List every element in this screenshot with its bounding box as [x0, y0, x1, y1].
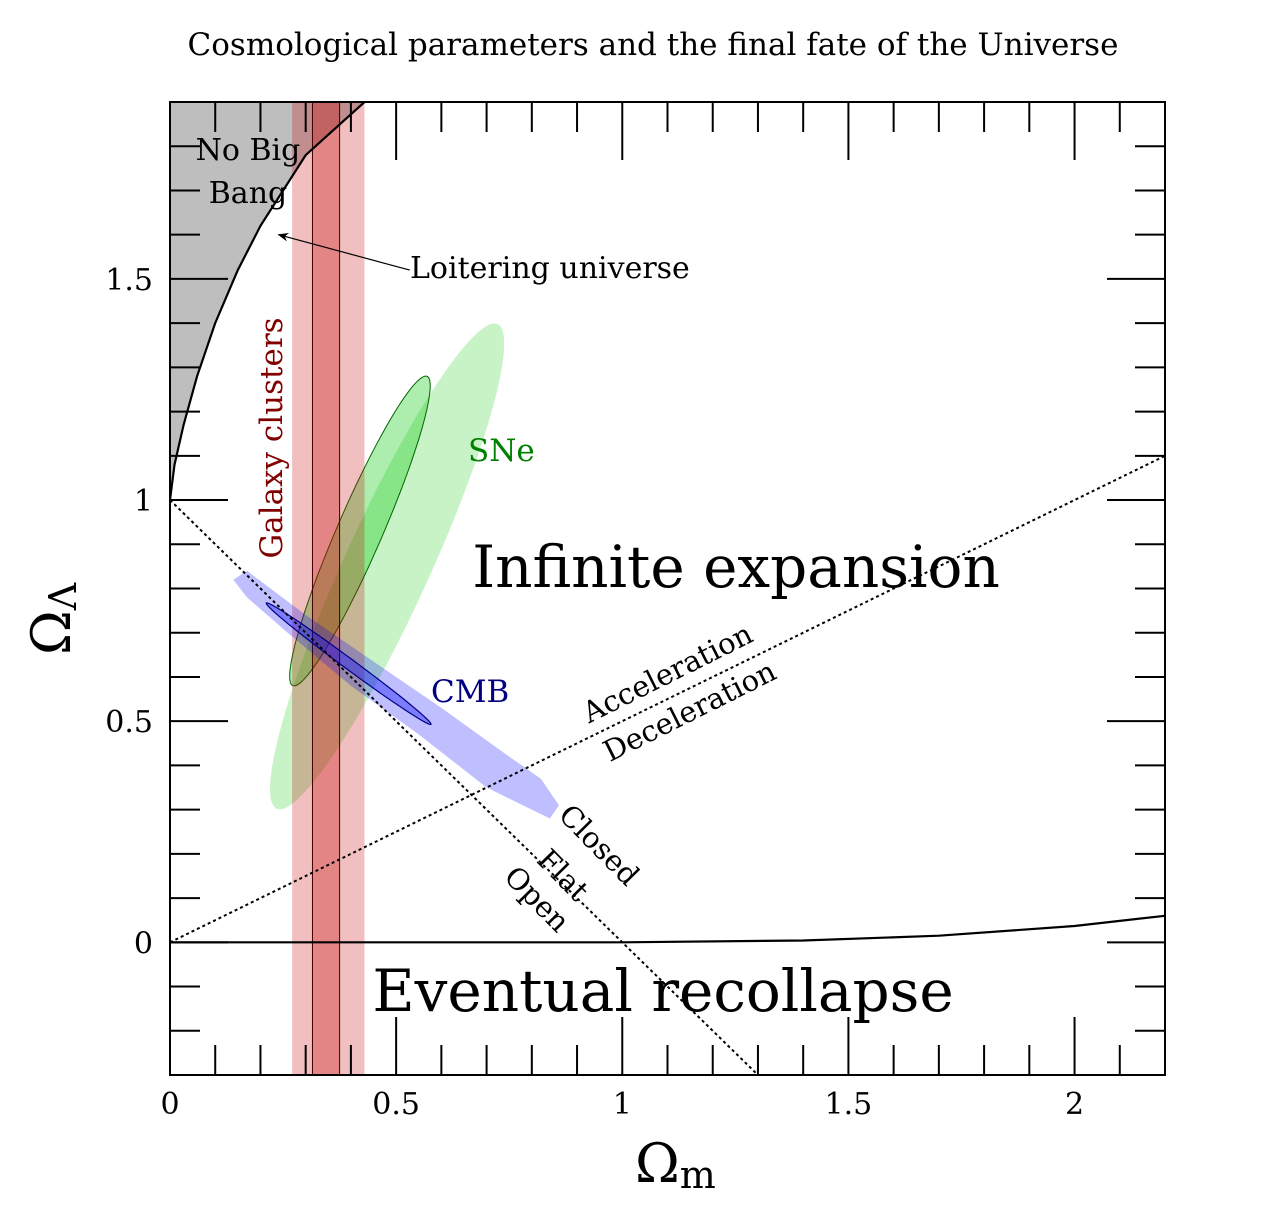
sne-label: SNe [468, 433, 535, 469]
y-axis-subscript: Λ [41, 582, 85, 611]
y-tick-label: 1 [134, 484, 153, 519]
x-axis-symbol: Ω [635, 1132, 680, 1195]
sne-inner-contour [289, 375, 431, 687]
loitering-arrow [277, 233, 410, 271]
no-big-bang-boundary [170, 102, 366, 501]
sne-outer-contour [269, 323, 505, 810]
galaxy-clusters-outer-band [292, 102, 365, 1075]
flat-universe-line [170, 499, 759, 1075]
x-axis-label: Ωm [635, 1132, 716, 1197]
y-axis-symbol: Ω [20, 610, 83, 655]
galaxy-clusters-label: Galaxy clusters [254, 317, 290, 558]
y-tick-label: 0 [134, 926, 153, 961]
chart-title: Cosmological parameters and the final fa… [188, 27, 1119, 63]
x-tick-label: 2 [1065, 1087, 1084, 1122]
x-tick-label: 0 [160, 1087, 179, 1122]
x-tick-label: 1 [613, 1087, 632, 1122]
no-big-bang-label-line-1: No Big [196, 133, 301, 168]
y-tick-label: 1.5 [105, 263, 153, 298]
no-big-bang-label-line-2: Bang [209, 176, 287, 211]
x-tick-label: 1.5 [825, 1087, 873, 1122]
galaxy-clusters-inner-band [312, 102, 340, 1075]
eventual-recollapse-label: Eventual recollapse [372, 957, 953, 1025]
cmb-label: CMB [431, 674, 509, 710]
y-tick-label: 0.5 [105, 705, 153, 740]
acceleration-line [170, 454, 1165, 944]
cmb-inner-contour [265, 602, 432, 726]
recollapse-boundary [170, 914, 1165, 944]
infinite-expansion-label: Infinite expansion [472, 533, 1000, 601]
no-big-bang-region [170, 102, 365, 500]
plot-area [170, 102, 1165, 1075]
y-axis-label: ΩΛ [20, 582, 85, 655]
x-axis-subscript: m [680, 1153, 716, 1197]
ticks: 0 0.5 1 1.5 2 0 0.5 1 1.5 [105, 101, 1166, 1122]
loitering-universe-label: Loitering universe [410, 251, 690, 286]
x-tick-label: 0.5 [372, 1087, 420, 1122]
